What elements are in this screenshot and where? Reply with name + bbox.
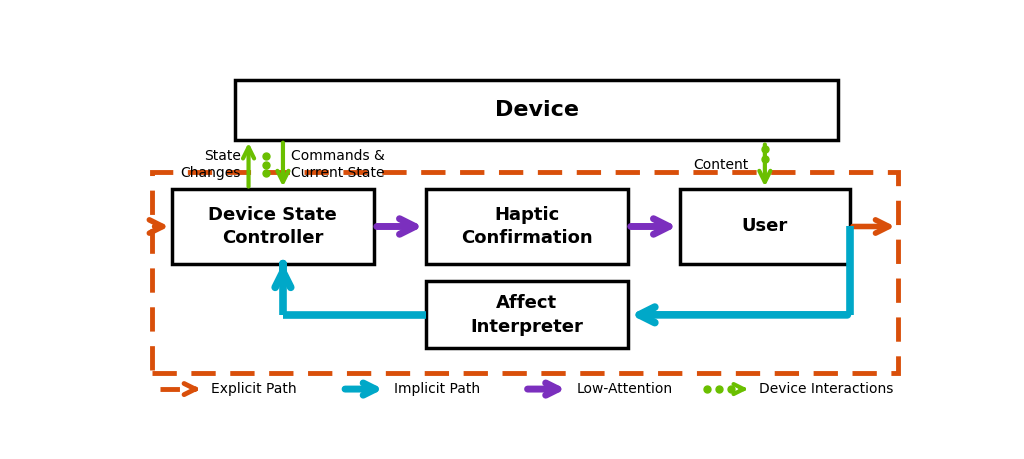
Text: Device Interactions: Device Interactions (759, 382, 893, 396)
FancyBboxPatch shape (680, 190, 850, 263)
Text: Implicit Path: Implicit Path (394, 382, 480, 396)
Text: Content: Content (693, 157, 749, 172)
Text: Device State
Controller: Device State Controller (209, 206, 337, 247)
FancyBboxPatch shape (426, 281, 628, 348)
Text: Device: Device (495, 100, 579, 120)
Bar (152, 172, 898, 373)
Text: Haptic
Confirmation: Haptic Confirmation (461, 206, 593, 247)
Text: Low-Attention: Low-Attention (577, 382, 673, 396)
Text: Explicit Path: Explicit Path (211, 382, 297, 396)
Text: Affect
Interpreter: Affect Interpreter (470, 294, 584, 336)
FancyBboxPatch shape (172, 190, 374, 263)
Text: Commands &
Current State: Commands & Current State (291, 149, 385, 180)
FancyBboxPatch shape (236, 80, 839, 140)
FancyBboxPatch shape (426, 190, 628, 263)
Text: User: User (741, 218, 788, 235)
Text: State
Changes: State Changes (180, 149, 241, 180)
